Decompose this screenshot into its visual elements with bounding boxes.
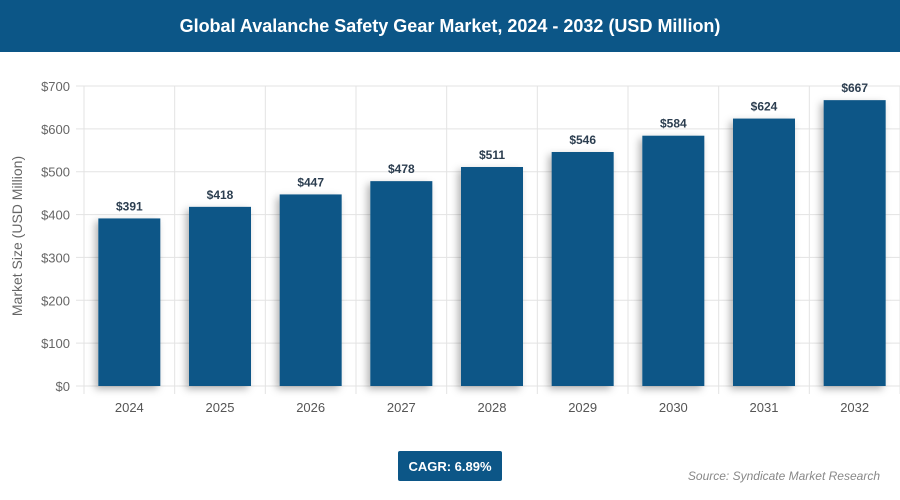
data-label: $511 [479,148,505,162]
x-tick-label: 2024 [115,400,144,415]
data-label: $418 [207,188,234,202]
x-tick-label: 2026 [296,400,325,415]
y-tick-label: $600 [41,122,70,137]
bar [98,218,161,386]
x-tick-label: 2031 [750,400,779,415]
bar [279,194,342,386]
data-label: $447 [297,175,324,189]
data-label: $391 [116,199,143,213]
x-tick-label: 2029 [568,400,597,415]
x-tick-label: 2032 [840,400,869,415]
data-label: $624 [751,100,778,114]
y-tick-label: $500 [41,165,70,180]
chart-title: Global Avalanche Safety Gear Market, 202… [0,0,900,52]
y-axis-label: Market Size (USD Million) [9,156,25,316]
data-label: $546 [569,133,596,147]
x-tick-label: 2025 [206,400,235,415]
data-label: $667 [841,81,868,95]
source-note: Source: Syndicate Market Research [687,469,880,483]
y-tick-label: $0 [56,379,70,394]
y-tick-label: $300 [41,250,70,265]
bar [642,135,705,386]
x-tick-label: 2027 [387,400,416,415]
bar [551,152,614,386]
bar [461,167,523,386]
y-tick-label: $400 [41,208,70,223]
x-tick-label: 2028 [478,400,507,415]
cagr-badge: CAGR: 6.89% [398,451,502,481]
bar [823,100,886,387]
y-tick-label: $100 [41,336,70,351]
data-label: $584 [660,117,687,131]
bar [370,181,433,386]
y-tick-label: $200 [41,293,70,308]
data-label: $478 [388,162,415,176]
x-tick-label: 2030 [659,400,688,415]
bar [733,118,795,387]
bar [189,206,251,386]
y-tick-label: $700 [41,79,70,94]
